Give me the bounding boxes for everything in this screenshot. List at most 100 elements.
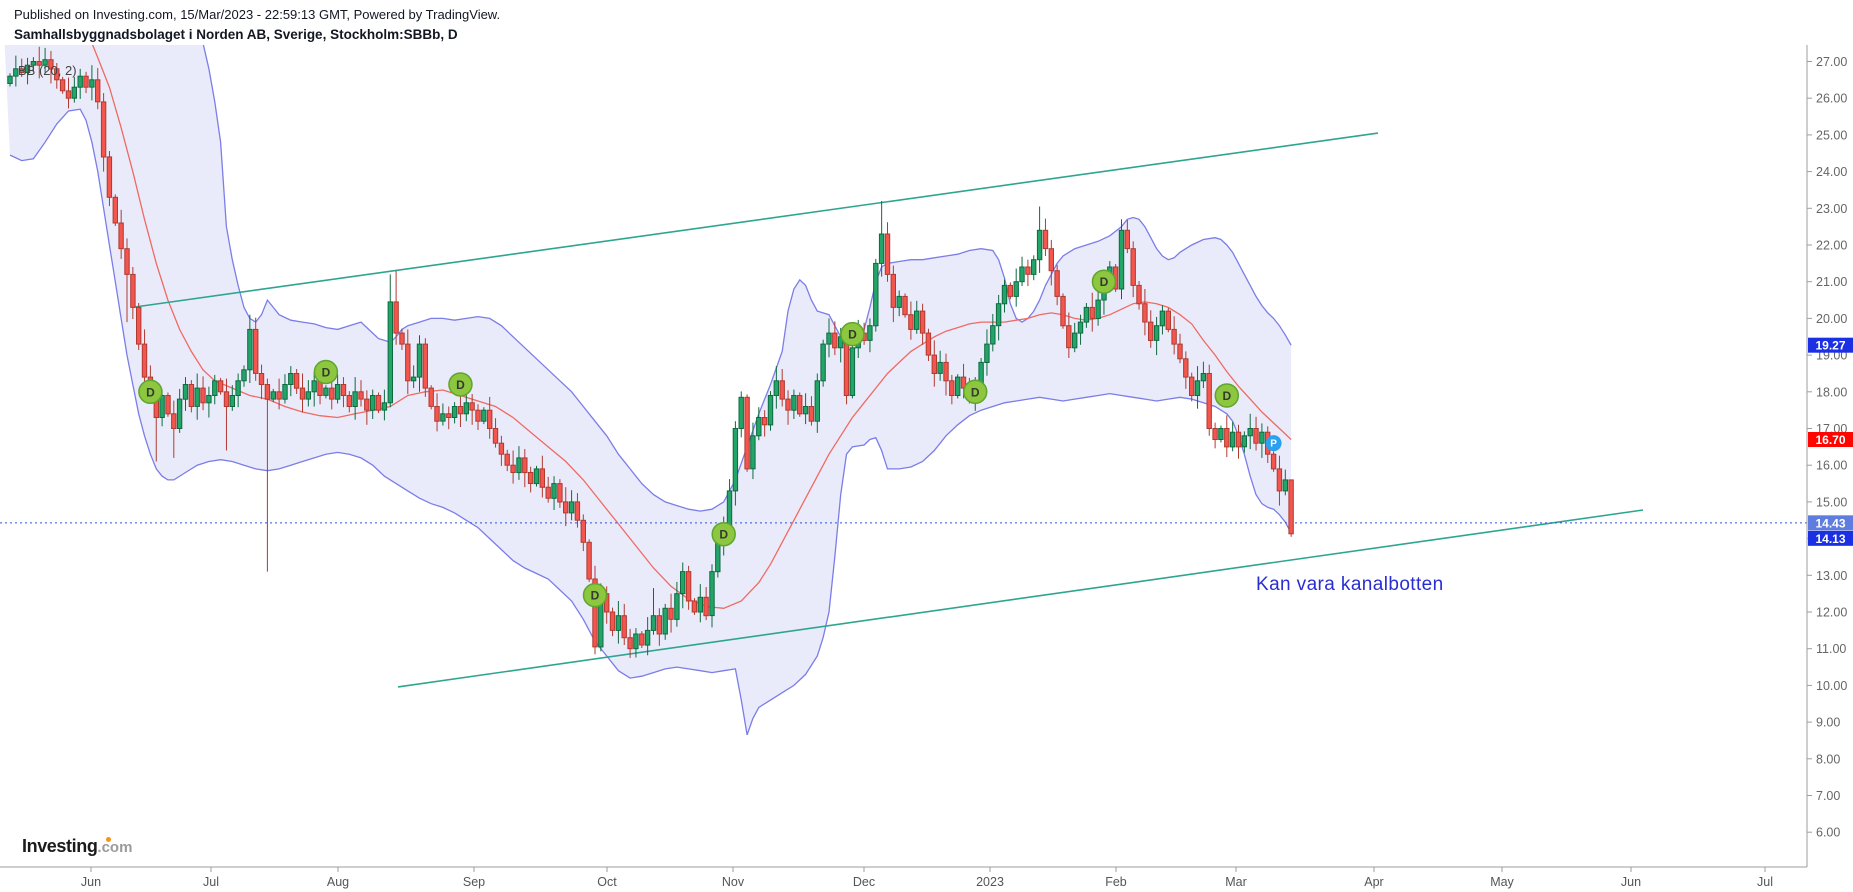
candle[interactable]	[615, 601, 622, 644]
candle[interactable]	[416, 335, 423, 392]
candle[interactable]	[656, 608, 662, 646]
candle[interactable]	[1229, 421, 1236, 452]
candle[interactable]	[1206, 364, 1212, 436]
candle[interactable]	[293, 369, 300, 394]
candle[interactable]	[791, 389, 797, 419]
candle[interactable]	[1036, 206, 1043, 273]
candle[interactable]	[475, 404, 481, 430]
candle[interactable]	[1001, 279, 1008, 313]
candle[interactable]	[124, 238, 130, 323]
candle[interactable]	[136, 303, 142, 350]
candle[interactable]	[42, 47, 48, 73]
candle[interactable]	[247, 314, 253, 383]
time-tick-label[interactable]: May	[1490, 875, 1514, 889]
candle[interactable]	[118, 209, 124, 259]
candle[interactable]	[1288, 479, 1294, 537]
candle[interactable]	[1060, 293, 1066, 329]
candle[interactable]	[761, 410, 768, 437]
candle[interactable]	[457, 391, 464, 427]
candle[interactable]	[914, 300, 920, 334]
candle[interactable]	[1148, 310, 1154, 348]
price-tick-label[interactable]: 23.00	[1816, 202, 1847, 216]
candle[interactable]	[1118, 219, 1125, 300]
candle[interactable]	[779, 369, 785, 407]
candle[interactable]	[703, 587, 709, 621]
candle[interactable]	[1048, 239, 1054, 286]
candle[interactable]	[492, 418, 499, 448]
candle[interactable]	[217, 377, 224, 395]
candle[interactable]	[305, 380, 312, 407]
candle[interactable]	[446, 406, 452, 430]
candlestick-series[interactable]	[7, 46, 1294, 658]
candle[interactable]	[1130, 241, 1136, 298]
candle[interactable]	[820, 339, 826, 387]
candle[interactable]	[235, 373, 241, 408]
candle[interactable]	[334, 374, 341, 404]
candle[interactable]	[141, 329, 148, 391]
candle[interactable]	[674, 581, 680, 627]
candle[interactable]	[206, 386, 212, 418]
candle[interactable]	[410, 365, 417, 389]
candle[interactable]	[370, 389, 376, 419]
candle[interactable]	[867, 318, 873, 353]
candle[interactable]	[539, 455, 545, 498]
candle[interactable]	[1083, 303, 1090, 328]
candle[interactable]	[1171, 316, 1177, 355]
candle[interactable]	[59, 76, 66, 94]
candle[interactable]	[1270, 451, 1277, 472]
candle[interactable]	[1253, 416, 1259, 451]
trendline-channel-top[interactable]	[134, 132, 1379, 308]
candle[interactable]	[299, 373, 306, 413]
candle[interactable]	[931, 340, 937, 387]
price-tick-label[interactable]: 27.00	[1816, 55, 1847, 69]
candle[interactable]	[282, 374, 288, 404]
candle[interactable]	[551, 476, 557, 510]
candle[interactable]	[592, 565, 598, 655]
time-tick-label[interactable]: Dec	[853, 875, 875, 889]
payment-marker[interactable]: P	[1265, 435, 1282, 452]
candle[interactable]	[188, 380, 195, 413]
candle[interactable]	[609, 607, 616, 637]
candle[interactable]	[1241, 431, 1247, 453]
candle[interactable]	[802, 393, 809, 425]
candle[interactable]	[36, 46, 42, 79]
text-annotation[interactable]: Kan vara kanalbotten	[1256, 574, 1444, 595]
price-tick-label[interactable]: 20.00	[1816, 312, 1847, 326]
candle[interactable]	[182, 377, 189, 411]
time-tick-label[interactable]: Mar	[1225, 875, 1247, 889]
candle[interactable]	[258, 364, 265, 400]
candle[interactable]	[691, 598, 698, 615]
candle[interactable]	[533, 465, 540, 487]
candle[interactable]	[522, 449, 528, 488]
candle[interactable]	[130, 267, 136, 320]
candle[interactable]	[71, 76, 77, 103]
candle[interactable]	[241, 365, 247, 387]
candle[interactable]	[375, 392, 382, 414]
candle[interactable]	[381, 389, 388, 421]
candle[interactable]	[662, 603, 668, 640]
candle[interactable]	[1159, 305, 1166, 335]
dividend-marker[interactable]: D	[963, 379, 988, 405]
candle[interactable]	[504, 449, 510, 472]
candle[interactable]	[955, 374, 961, 399]
candle[interactable]	[557, 479, 563, 508]
candle[interactable]	[1136, 281, 1142, 310]
candle[interactable]	[995, 294, 1002, 341]
candle[interactable]	[785, 390, 791, 425]
candle[interactable]	[48, 50, 54, 84]
candle[interactable]	[1095, 288, 1101, 326]
time-tick-label[interactable]: Jun	[81, 875, 101, 889]
candle[interactable]	[1025, 259, 1031, 287]
time-tick-label[interactable]: Aug	[327, 875, 349, 889]
candle[interactable]	[176, 388, 183, 433]
dividend-marker[interactable]: D	[711, 521, 736, 547]
price-tick-label[interactable]: 15.00	[1816, 495, 1847, 509]
candle[interactable]	[434, 393, 440, 432]
time-tick-label[interactable]: Oct	[597, 875, 617, 889]
candle[interactable]	[1007, 282, 1013, 300]
candle[interactable]	[1124, 220, 1130, 254]
candle[interactable]	[440, 403, 446, 426]
candle[interactable]	[165, 392, 171, 417]
candle[interactable]	[878, 201, 885, 277]
